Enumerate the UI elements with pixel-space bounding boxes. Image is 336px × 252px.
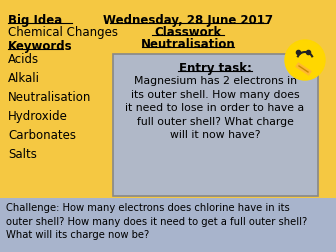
Circle shape [285,40,325,80]
Text: Big Idea: Big Idea [8,14,62,27]
Text: Neutralisation: Neutralisation [141,38,236,51]
Text: Challenge: How many electrons does chlorine have in its
outer shell? How many do: Challenge: How many electrons does chlor… [6,203,307,240]
Text: Wednesday, 28 June 2017: Wednesday, 28 June 2017 [103,14,273,27]
Text: Chemical Changes: Chemical Changes [8,26,118,39]
FancyBboxPatch shape [0,198,336,252]
Text: Keywords: Keywords [8,40,73,53]
Text: Classwork: Classwork [154,26,222,39]
Text: Entry task:: Entry task: [178,62,251,75]
Text: Magnesium has 2 electrons in
its outer shell. How many does
it need to lose in o: Magnesium has 2 electrons in its outer s… [125,76,304,140]
Text: Salts: Salts [8,148,37,161]
Text: Neutralisation: Neutralisation [8,91,91,104]
FancyBboxPatch shape [113,54,318,196]
Text: Alkali: Alkali [8,72,40,85]
Text: Hydroxide: Hydroxide [8,110,68,123]
Text: Acids: Acids [8,53,39,66]
Text: Carbonates: Carbonates [8,129,76,142]
